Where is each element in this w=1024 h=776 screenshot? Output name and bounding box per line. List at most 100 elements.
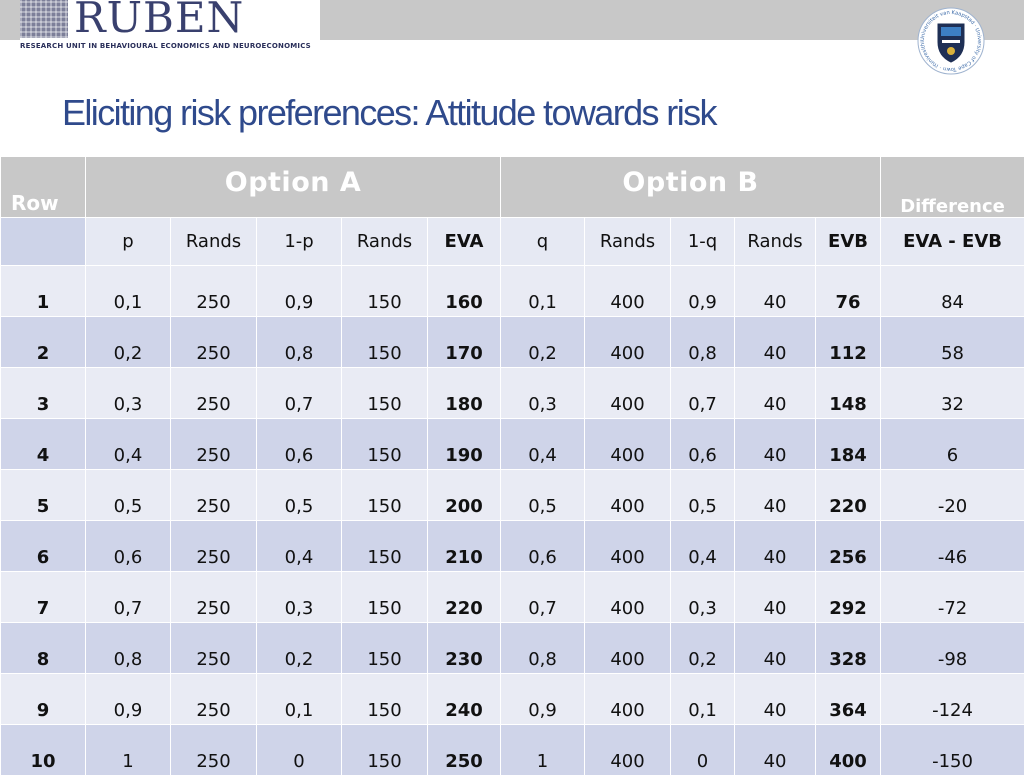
column-header-blank	[1, 218, 86, 266]
row-number-cell: 3	[1, 368, 86, 419]
one-minus-p-cell: 0,7	[257, 368, 342, 419]
option-a-header: Option A	[86, 157, 501, 218]
row-number-cell: 9	[1, 674, 86, 725]
one-minus-q-cell: 0,8	[671, 317, 735, 368]
eva-value-cell: 210	[428, 521, 501, 572]
p-value-cell: 0,4	[86, 419, 171, 470]
p-value-cell: 0,7	[86, 572, 171, 623]
difference-value-cell: -124	[881, 674, 1024, 725]
q-value-cell: 0,4	[501, 419, 585, 470]
logo-grid-icon	[20, 0, 68, 38]
slide-title: Eliciting risk preferences: Attitude tow…	[62, 92, 716, 134]
one-minus-q-cell: 0,7	[671, 368, 735, 419]
rands-a2-cell: 150	[342, 572, 428, 623]
row-number-cell: 6	[1, 521, 86, 572]
rands-b1-cell: 400	[585, 623, 671, 674]
option-b-header: Option B	[501, 157, 881, 218]
rands-b1-cell: 400	[585, 266, 671, 317]
one-minus-q-cell: 0,1	[671, 674, 735, 725]
one-minus-q-cell: 0,9	[671, 266, 735, 317]
column-header-rands-a2: Rands	[342, 218, 428, 266]
eva-value-cell: 180	[428, 368, 501, 419]
p-value-cell: 0,9	[86, 674, 171, 725]
q-value-cell: 0,1	[501, 266, 585, 317]
column-header-q: q	[501, 218, 585, 266]
difference-value-cell: 32	[881, 368, 1024, 419]
row-header: Row	[1, 157, 86, 218]
rands-a1-cell: 250	[171, 521, 257, 572]
group-header-row: Row Option A Option B Difference	[1, 157, 1024, 218]
eva-value-cell: 160	[428, 266, 501, 317]
q-value-cell: 0,3	[501, 368, 585, 419]
rands-b2-cell: 40	[735, 623, 816, 674]
column-header-row: p Rands 1-p Rands EVA q Rands 1-q Rands …	[1, 218, 1024, 266]
difference-value-cell: 6	[881, 419, 1024, 470]
logo-wordmark: RUBEN	[74, 0, 244, 40]
q-value-cell: 0,7	[501, 572, 585, 623]
rands-a2-cell: 150	[342, 368, 428, 419]
rands-b2-cell: 40	[735, 266, 816, 317]
rands-a1-cell: 250	[171, 572, 257, 623]
row-number-cell: 8	[1, 623, 86, 674]
rands-a2-cell: 150	[342, 266, 428, 317]
rands-b1-cell: 400	[585, 674, 671, 725]
p-value-cell: 0,1	[86, 266, 171, 317]
difference-value-cell: -72	[881, 572, 1024, 623]
p-value-cell: 0,3	[86, 368, 171, 419]
column-header-rands-b2: Rands	[735, 218, 816, 266]
eva-value-cell: 170	[428, 317, 501, 368]
one-minus-p-cell: 0,6	[257, 419, 342, 470]
one-minus-p-cell: 0,5	[257, 470, 342, 521]
p-value-cell: 0,2	[86, 317, 171, 368]
rands-b2-cell: 40	[735, 368, 816, 419]
difference-header: Difference	[881, 157, 1024, 218]
q-value-cell: 0,6	[501, 521, 585, 572]
rands-b1-cell: 400	[585, 521, 671, 572]
one-minus-q-cell: 0,2	[671, 623, 735, 674]
difference-value-cell: 84	[881, 266, 1024, 317]
column-header-p: p	[86, 218, 171, 266]
difference-value-cell: 58	[881, 317, 1024, 368]
row-number-cell: 5	[1, 470, 86, 521]
rands-a2-cell: 150	[342, 470, 428, 521]
rands-b2-cell: 40	[735, 317, 816, 368]
evb-value-cell: 148	[816, 368, 881, 419]
p-value-cell: 0,5	[86, 470, 171, 521]
p-value-cell: 0,6	[86, 521, 171, 572]
column-header-rands-b1: Rands	[585, 218, 671, 266]
row-number-cell: 7	[1, 572, 86, 623]
p-value-cell: 0,8	[86, 623, 171, 674]
eva-value-cell: 220	[428, 572, 501, 623]
rands-a1-cell: 250	[171, 674, 257, 725]
rands-a1-cell: 250	[171, 419, 257, 470]
one-minus-p-cell: 0,9	[257, 266, 342, 317]
rands-b2-cell: 40	[735, 572, 816, 623]
q-value-cell: 0,2	[501, 317, 585, 368]
one-minus-q-cell: 0,4	[671, 521, 735, 572]
rands-a2-cell: 150	[342, 521, 428, 572]
ruben-logo: RUBEN RESEARCH UNIT IN BEHAVIOURAL ECONO…	[20, 0, 320, 52]
q-value-cell: 0,5	[501, 470, 585, 521]
logo-subtitle: RESEARCH UNIT IN BEHAVIOURAL ECONOMICS A…	[20, 42, 311, 50]
column-header-1-q: 1-q	[671, 218, 735, 266]
eva-value-cell: 230	[428, 623, 501, 674]
evb-value-cell: 184	[816, 419, 881, 470]
rands-b2-cell: 40	[735, 674, 816, 725]
rands-b2-cell: 40	[735, 470, 816, 521]
column-header-1-p: 1-p	[257, 218, 342, 266]
evb-value-cell: 220	[816, 470, 881, 521]
rands-a1-cell: 250	[171, 368, 257, 419]
one-minus-q-cell: 0,5	[671, 470, 735, 521]
difference-value-cell: -46	[881, 521, 1024, 572]
risk-preferences-table: Row Option A Option B Difference p Rands…	[0, 156, 1024, 776]
rands-a2-cell: 150	[342, 623, 428, 674]
column-header-eva-minus-evb: EVA - EVB	[881, 218, 1024, 266]
rands-b2-cell: 40	[735, 521, 816, 572]
